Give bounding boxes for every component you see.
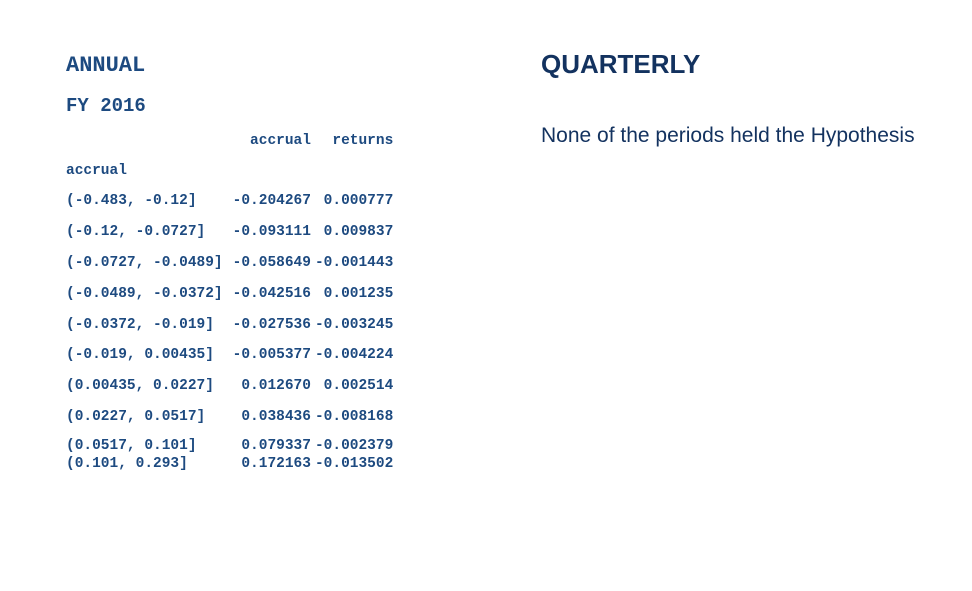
row-accrual-value: 0.038436 <box>241 408 311 425</box>
row-bin-label: (-0.483, -0.12] <box>66 193 197 210</box>
row-bin-label: (-0.019, 0.00435] <box>66 347 214 364</box>
row-accrual-value: -0.005377 <box>232 347 311 364</box>
row-returns-value: -0.004224 <box>314 347 394 364</box>
table-row: (0.00435, 0.0227] 0.012670 0.002514 <box>64 371 395 402</box>
row-bin-label: (-0.0372, -0.019] <box>66 316 214 333</box>
table-row: (-0.019, 0.00435] -0.005377 -0.004224 <box>64 340 395 371</box>
row-returns-value: 0.000777 <box>323 193 394 210</box>
column-header-returns: returns <box>332 133 394 149</box>
fiscal-year-label: FY 2016 <box>66 95 146 117</box>
table-row: (-0.12, -0.0727] -0.093111 0.009837 <box>64 217 395 248</box>
table-row: (0.0517, 0.101] 0.079337 -0.002379 <box>64 432 395 454</box>
row-returns-value: 0.002514 <box>323 378 394 395</box>
table-row: (-0.483, -0.12] -0.204267 0.000777 <box>64 186 395 217</box>
table-row: (0.0227, 0.0517] 0.038436 -0.008168 <box>64 402 395 433</box>
row-returns-value: -0.003245 <box>314 316 394 333</box>
index-name-label: accrual <box>66 163 127 179</box>
row-accrual-value: -0.042516 <box>232 285 311 302</box>
row-returns-value: -0.001443 <box>314 254 394 271</box>
row-bin-label: (0.0227, 0.0517] <box>66 408 206 425</box>
row-accrual-value: -0.058649 <box>232 254 311 271</box>
row-returns-value: -0.008168 <box>314 408 394 425</box>
index-name-blank <box>313 156 395 186</box>
column-header-accrual: accrual <box>250 133 311 149</box>
row-accrual-value: 0.172163 <box>241 455 311 472</box>
row-accrual-value: -0.093111 <box>232 224 311 241</box>
index-header-blank <box>64 126 231 156</box>
table-header-row: accrual returns <box>64 126 395 156</box>
row-accrual-value: 0.012670 <box>241 378 311 395</box>
table-row: (-0.0372, -0.019] -0.027536 -0.003245 <box>64 309 395 340</box>
row-bin-label: (0.00435, 0.0227] <box>66 378 214 395</box>
table-row: (-0.0489, -0.0372] -0.042516 0.001235 <box>64 278 395 309</box>
index-name-blank <box>231 156 313 186</box>
row-accrual-value: -0.204267 <box>232 193 311 210</box>
row-returns-value: 0.001235 <box>323 285 394 302</box>
accrual-returns-table: accrual returns accrual (-0.483, -0.12] … <box>64 126 395 473</box>
row-returns-value: -0.002379 <box>314 438 394 455</box>
row-returns-value: 0.009837 <box>323 224 394 241</box>
table-row: (0.101, 0.293] 0.172163 -0.013502 <box>64 454 395 473</box>
row-bin-label: (0.101, 0.293] <box>66 455 188 472</box>
quarterly-note: None of the periods held the Hypothesis <box>541 124 915 147</box>
table-row: (-0.0727, -0.0489] -0.058649 -0.001443 <box>64 248 395 279</box>
row-accrual-value: -0.027536 <box>232 316 311 333</box>
row-bin-label: (-0.12, -0.0727] <box>66 224 206 241</box>
row-bin-label: (0.0517, 0.101] <box>66 438 197 455</box>
index-name-row: accrual <box>64 156 395 186</box>
row-bin-label: (-0.0489, -0.0372] <box>66 285 223 302</box>
quarterly-title: QUARTERLY <box>541 49 701 79</box>
row-returns-value: -0.013502 <box>314 455 394 472</box>
row-accrual-value: 0.079337 <box>241 438 311 455</box>
annual-title: ANNUAL <box>66 53 146 78</box>
row-bin-label: (-0.0727, -0.0489] <box>66 254 223 271</box>
